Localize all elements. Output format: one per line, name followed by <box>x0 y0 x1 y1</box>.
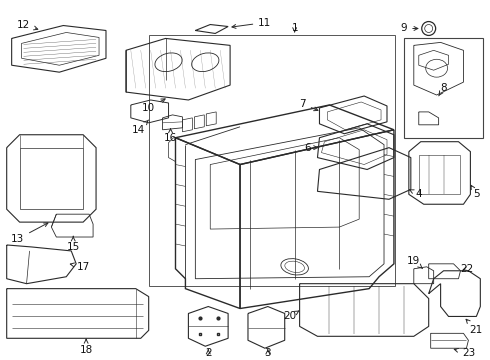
Text: 14: 14 <box>132 120 148 135</box>
Text: 8: 8 <box>439 83 447 96</box>
Text: 6: 6 <box>304 143 318 153</box>
Text: 4: 4 <box>410 189 422 199</box>
Text: 18: 18 <box>79 339 93 355</box>
Text: 13: 13 <box>11 223 48 244</box>
Text: 17: 17 <box>70 262 90 272</box>
Text: 21: 21 <box>466 319 483 336</box>
Text: 5: 5 <box>471 185 480 199</box>
Bar <box>148 35 395 286</box>
Text: 11: 11 <box>232 18 271 28</box>
Text: 22: 22 <box>460 264 473 274</box>
Text: 9: 9 <box>400 23 418 33</box>
Text: 2: 2 <box>205 348 212 358</box>
Text: 3: 3 <box>265 348 271 358</box>
Text: 19: 19 <box>407 256 422 269</box>
Bar <box>404 39 483 138</box>
Text: 20: 20 <box>283 311 299 321</box>
Text: 12: 12 <box>17 19 38 30</box>
Text: 15: 15 <box>67 237 80 252</box>
Text: 10: 10 <box>142 99 165 113</box>
Text: 1: 1 <box>292 23 298 33</box>
Text: 7: 7 <box>299 99 318 111</box>
Text: 16: 16 <box>164 129 177 143</box>
Text: 23: 23 <box>454 348 475 358</box>
